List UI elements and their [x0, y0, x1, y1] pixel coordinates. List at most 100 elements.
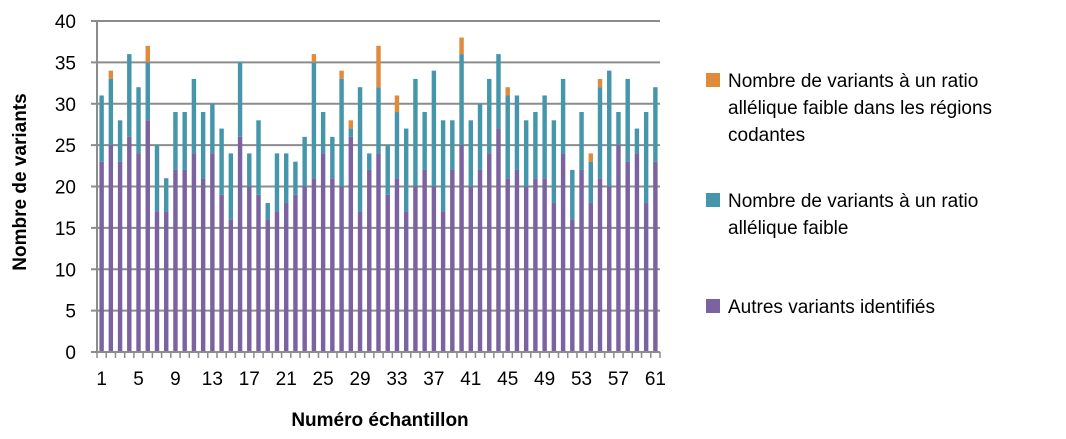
legend: Nombre de variants à un ratio allélique f…	[706, 71, 992, 318]
bar-segment-s2-31	[376, 45, 381, 88]
bar-segment-s1-4	[127, 54, 132, 137]
bar-segment-s0-19	[265, 219, 270, 352]
legend-label: Autres variants identifiés	[728, 297, 935, 318]
x-tick-label: 53	[571, 369, 592, 390]
legend-label: Nombre de variants à un ratio	[728, 191, 978, 212]
legend-item: Nombre de variants à un ratio allélique f…	[706, 71, 992, 146]
bar-segment-s0-48	[533, 178, 538, 352]
y-tick-label: 30	[55, 95, 76, 116]
bar-segment-s0-40	[459, 145, 464, 352]
bar-segment-s0-55	[597, 178, 603, 352]
bar-segment-s0-6	[145, 120, 150, 352]
bar-segment-s0-8	[164, 211, 169, 352]
bar-segment-s1-53	[579, 112, 584, 170]
y-tick-label: 10	[55, 260, 76, 281]
bar-segment-s0-27	[339, 186, 344, 352]
bar-segment-s0-2	[108, 145, 114, 352]
y-tick-label: 25	[55, 136, 76, 157]
bar-segment-s1-14	[219, 128, 224, 195]
bar-segment-s0-20	[274, 211, 280, 352]
x-tick-label: 37	[423, 369, 444, 390]
bar-segment-s0-24	[311, 178, 317, 352]
bar-segment-s1-22	[293, 161, 298, 195]
bar-segment-s1-12	[200, 112, 206, 179]
bar-segment-s0-58	[625, 161, 630, 352]
bar-segment-s1-41	[468, 120, 474, 187]
bar-segment-s1-44	[496, 54, 501, 129]
bar-segment-s1-10	[182, 112, 187, 170]
bar-segment-s1-51	[560, 78, 566, 154]
bar-segment-s0-57	[616, 145, 621, 352]
bars	[99, 37, 658, 352]
bar-segment-s0-7	[154, 211, 160, 352]
bar-segment-s1-38	[440, 120, 446, 212]
bar-segment-s1-31	[376, 87, 381, 154]
x-tick-label: 45	[497, 369, 518, 390]
bar-segment-s1-27	[339, 78, 344, 187]
bar-segment-s0-61	[653, 161, 658, 352]
bar-segment-s1-59	[634, 128, 640, 154]
x-tick-label: 41	[460, 369, 481, 390]
y-tick-label: 0	[65, 343, 76, 364]
y-tick-label: 5	[65, 302, 76, 323]
bar-segment-s1-32	[385, 145, 390, 195]
bar-segment-s0-29	[357, 211, 363, 352]
legend-swatch	[706, 73, 720, 87]
legend-swatch	[706, 193, 720, 207]
legend-item: Autres variants identifiés	[706, 297, 935, 318]
bar-segment-s1-45	[505, 95, 510, 179]
bar-segment-s0-60	[643, 203, 649, 352]
bar-segment-s0-34	[403, 211, 409, 352]
bar-segment-s1-20	[274, 153, 280, 212]
legend-label: allélique faible	[728, 218, 848, 239]
bar-segment-s1-33	[394, 112, 400, 179]
x-tick-label: 9	[170, 369, 181, 390]
bar-segment-s1-26	[330, 136, 335, 179]
bar-segment-s0-38	[440, 211, 446, 352]
bar-segment-s0-12	[200, 178, 206, 352]
bar-segment-s1-19	[265, 203, 270, 220]
legend-label: allélique faible dans les régions	[728, 98, 992, 119]
bar-segment-s1-50	[551, 120, 557, 204]
axes	[91, 20, 661, 358]
bar-segment-s1-36	[422, 112, 427, 170]
bar-segment-s0-52	[570, 219, 575, 352]
bar-segment-s0-47	[523, 186, 529, 352]
bar-segment-s1-1	[99, 95, 104, 162]
bar-segment-s2-54	[588, 153, 593, 162]
x-tick-labels: 1 5 9 13 17 21 25 29 33 37 41 45 49 53 57 61	[96, 369, 666, 390]
bar-segment-s0-10	[182, 169, 187, 352]
x-tick-label: 61	[645, 369, 666, 390]
bar-segment-s1-52	[570, 169, 575, 220]
bar-segment-s0-30	[367, 169, 372, 352]
bar-segment-s0-18	[256, 194, 261, 352]
bar-segment-s2-45	[505, 87, 510, 96]
bar-segment-s0-5	[136, 153, 141, 352]
bar-segment-s0-46	[514, 169, 520, 352]
bar-segment-s0-1	[99, 161, 104, 352]
bar-segment-s0-23	[302, 186, 307, 352]
x-tick-label: 21	[276, 369, 297, 390]
bar-segment-s1-49	[542, 95, 547, 179]
bar-segment-s1-5	[136, 87, 141, 154]
bar-segment-s1-28	[348, 128, 354, 137]
bar-segment-s0-3	[117, 161, 123, 352]
bar-segment-s1-60	[643, 112, 649, 204]
bar-segment-s0-11	[191, 153, 197, 352]
bar-segment-s1-47	[523, 120, 529, 187]
bar-segment-s1-40	[459, 54, 464, 146]
bar-segment-s1-43	[487, 78, 492, 154]
bar-segment-s0-32	[385, 194, 390, 352]
y-tick-label: 40	[55, 12, 76, 33]
x-tick-label: 49	[534, 369, 555, 390]
bar-segment-s0-14	[219, 194, 224, 352]
bar-segment-s0-17	[247, 186, 252, 352]
x-tick-label: 25	[313, 369, 334, 390]
y-tick-label: 15	[55, 219, 76, 240]
bar-segment-s1-7	[154, 145, 160, 212]
bar-segment-s0-54	[588, 203, 593, 352]
y-axis-title: Nombre de variants	[10, 93, 31, 270]
bar-segment-s1-48	[533, 112, 538, 179]
bar-segment-s0-33	[394, 178, 400, 352]
